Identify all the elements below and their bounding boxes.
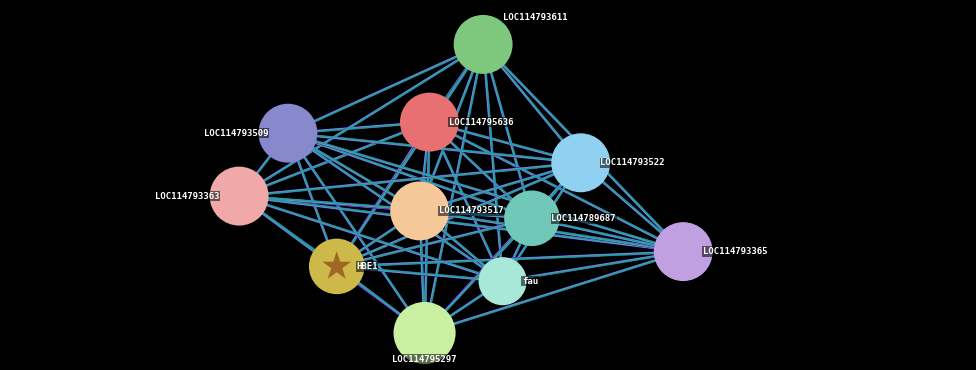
Text: LOC114793522: LOC114793522 [600, 158, 665, 167]
Text: LOC114793517: LOC114793517 [439, 206, 504, 215]
Text: LOC114793363: LOC114793363 [155, 192, 220, 201]
Text: LOC114793509: LOC114793509 [204, 129, 268, 138]
Point [475, 41, 491, 47]
Text: LOC114793365: LOC114793365 [703, 247, 767, 256]
Point [573, 160, 589, 166]
Point [329, 263, 345, 269]
Text: HBE1: HBE1 [356, 262, 378, 271]
Point [675, 249, 691, 255]
Text: LOC114795297: LOC114795297 [392, 355, 457, 364]
Point [422, 119, 437, 125]
Point [412, 208, 427, 214]
Point [280, 130, 296, 136]
Point [231, 193, 247, 199]
Point [417, 330, 432, 336]
Point [524, 215, 540, 221]
Text: LOC114789687: LOC114789687 [551, 214, 616, 223]
Point [329, 263, 345, 269]
Text: fau: fau [522, 277, 539, 286]
Point [495, 278, 510, 284]
Text: LOC114795636: LOC114795636 [449, 118, 513, 127]
Text: LOC114793611: LOC114793611 [503, 13, 567, 22]
